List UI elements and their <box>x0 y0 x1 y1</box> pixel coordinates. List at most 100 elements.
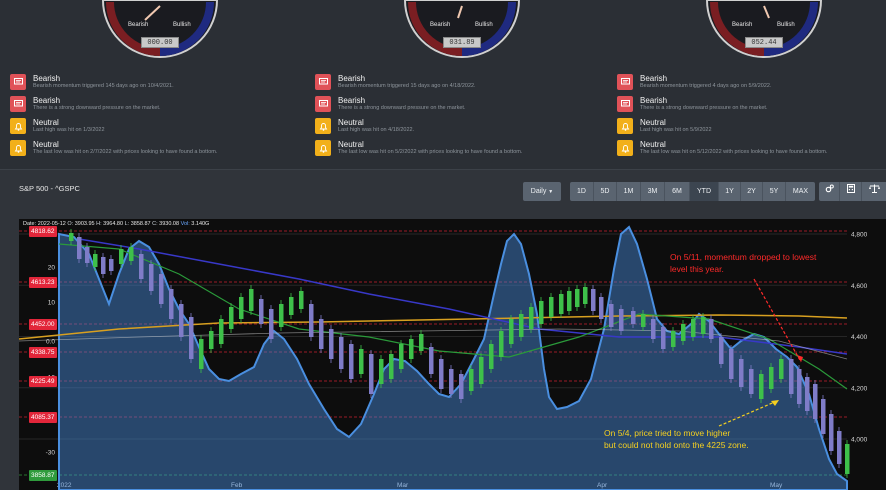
candle-body <box>359 349 364 374</box>
readout-date-label: Date: <box>23 221 37 227</box>
candle-body <box>567 291 572 311</box>
signal-title: Bearish <box>33 74 61 83</box>
candle-body <box>837 431 842 464</box>
candle-body <box>805 377 810 411</box>
candle-body <box>119 249 124 264</box>
signal-desc: The last low was hit on 5/2/2022 with pr… <box>338 149 523 155</box>
candle-body <box>829 414 834 451</box>
candle-body <box>279 304 284 327</box>
candle-body <box>509 319 514 344</box>
candle-body <box>109 259 114 271</box>
candle-body <box>289 297 294 315</box>
candle-body <box>399 344 404 369</box>
signal-title: Bearish <box>338 74 366 83</box>
bell-icon <box>10 140 26 156</box>
candle-body <box>459 374 464 399</box>
message-icon <box>617 74 633 90</box>
right-axis-tick: 4,200 <box>851 385 868 392</box>
range-1m[interactable]: 1M <box>617 182 641 201</box>
candle-body <box>199 339 204 369</box>
month-label: 2022 <box>57 482 72 489</box>
readout-volume-label: Vol: <box>180 221 190 227</box>
candle-body <box>619 309 624 331</box>
signal-item: Neutral The last low was hit on 2/7/2022 … <box>10 138 280 160</box>
candle-body <box>479 357 484 384</box>
candle-body <box>179 304 184 337</box>
moving-average-mid <box>78 238 848 355</box>
bell-icon <box>10 118 26 134</box>
gauge-1: Bearish Bullish 000.00 <box>101 0 219 60</box>
gauge-bullish-label: Bullish <box>173 22 191 28</box>
candle-body <box>759 374 764 399</box>
signal-item: Bearish Bearish momentum triggered 4 days… <box>617 72 886 94</box>
gauge-2: Bearish Bullish 031.89 <box>403 0 521 60</box>
signal-desc: There is a strong downward pressure on t… <box>338 105 466 111</box>
signal-title: Bearish <box>33 96 61 105</box>
signal-item: Neutral The last low was hit on 5/2/2022 … <box>315 138 585 160</box>
signal-desc: Bearish momentum triggered 4 days ago on… <box>640 83 772 89</box>
readout-volume: 3.140G <box>191 221 210 227</box>
range-1y[interactable]: 1Y <box>719 182 741 201</box>
candle-body <box>77 237 82 259</box>
candle-body <box>529 307 534 329</box>
caret-down-icon: ▼ <box>548 189 554 195</box>
bell-icon <box>617 140 633 156</box>
candle-body <box>239 297 244 319</box>
price-level-label: 4225.49 <box>29 376 57 387</box>
candle-body <box>309 304 314 337</box>
signal-desc: Last high was hit on 4/18/2022. <box>338 127 415 133</box>
range-2y[interactable]: 2Y <box>741 182 763 201</box>
candle-body <box>219 319 224 344</box>
candle-body <box>519 314 524 337</box>
signal-desc: The last low was hit on 5/12/2022 with p… <box>640 149 828 155</box>
left-axis-tick: -30 <box>46 450 56 457</box>
candle-body <box>329 329 334 359</box>
moving-average-baseline <box>19 328 848 360</box>
candle-body <box>789 359 794 394</box>
candle-body <box>469 369 474 391</box>
gauge-3: Bearish Bullish 052.44 <box>705 0 823 60</box>
candle-body <box>609 304 614 327</box>
range-5y[interactable]: 5Y <box>763 182 786 201</box>
signal-desc: Last high was hit on 5/9/2022 <box>640 127 712 133</box>
interval-dropdown[interactable]: Daily ▼ <box>523 182 561 201</box>
annotation-line: On 5/4, price tried to move higher <box>604 428 731 438</box>
month-label: Feb <box>231 482 243 489</box>
candle-body <box>229 307 234 329</box>
range-1d[interactable]: 1D <box>570 182 594 201</box>
candle-body <box>439 359 444 389</box>
candle-body <box>691 319 696 337</box>
settings-icon <box>825 184 834 195</box>
candle-body <box>641 314 646 327</box>
signals-column-3: Bearish Bearish momentum triggered 4 days… <box>617 72 886 160</box>
moving-average-short <box>58 243 848 390</box>
range-max[interactable]: MAX <box>786 182 815 201</box>
signal-item: Bearish There is a strong downward pressu… <box>617 94 886 116</box>
readout-low: 3858.87 <box>130 221 151 227</box>
range-ytd[interactable]: YTD <box>690 182 719 201</box>
price-chart[interactable]: 4,8004,6004,4004,2004,00020100.0-10-20-3… <box>19 219 886 490</box>
bell-icon <box>315 140 331 156</box>
price-level-label: 4818.62 <box>29 226 57 237</box>
signal-title: Neutral <box>640 140 666 149</box>
settings-button[interactable] <box>819 182 840 201</box>
range-3m[interactable]: 3M <box>641 182 665 201</box>
interval-label: Daily <box>530 188 547 195</box>
message-icon <box>315 74 331 90</box>
candle-body <box>159 274 164 304</box>
candle-body <box>139 254 144 279</box>
candle-body <box>93 254 98 267</box>
range-5d[interactable]: 5D <box>594 182 617 201</box>
calculator-button[interactable] <box>840 182 862 201</box>
signal-desc: Bearish momentum triggered 145 days ago … <box>33 83 174 89</box>
candle-body <box>339 337 344 369</box>
last-price-label: 3858.87 <box>29 470 57 481</box>
candle-body <box>149 264 154 291</box>
readout-open: 3903.95 <box>74 221 95 227</box>
range-6m[interactable]: 6M <box>665 182 690 201</box>
bell-icon <box>617 118 633 134</box>
signals-column-2: Bearish Bearish momentum triggered 15 day… <box>315 72 585 160</box>
bell-icon <box>315 118 331 134</box>
compare-button[interactable] <box>862 182 886 201</box>
right-axis-tick: 4,000 <box>851 437 868 444</box>
